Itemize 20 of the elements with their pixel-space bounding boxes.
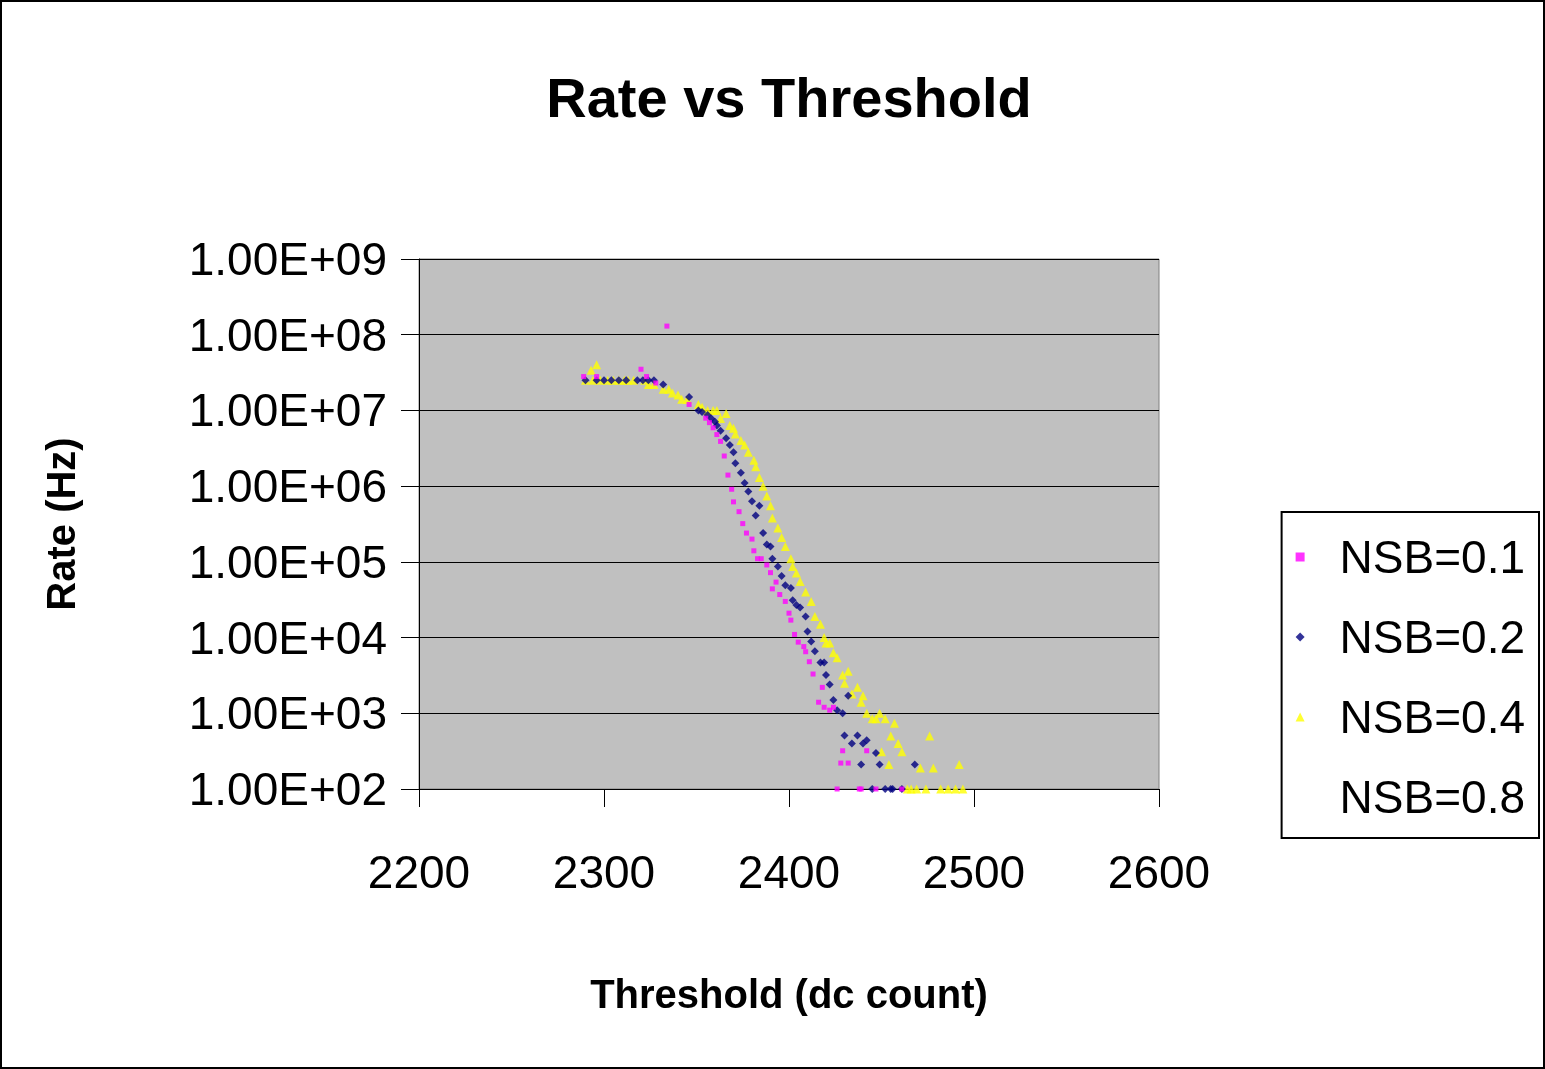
x-axis-title: Threshold (dc count) <box>590 972 988 1016</box>
legend-label: NSB=0.1 <box>1339 531 1526 583</box>
x-tick-label: 2400 <box>737 846 841 898</box>
text: NSB=0.8 <box>1339 771 1526 823</box>
y-tick-label: 1.00E+07 <box>188 384 387 437</box>
chart-title: Rate vs Threshold <box>546 65 1032 129</box>
y-tick-label: 1.00E+09 <box>188 233 387 285</box>
y-tick-label: 1.00E+04 <box>188 611 387 664</box>
y-tick-label: 1.00E+03 <box>188 687 387 740</box>
y-tick-label: 1.00E+06 <box>188 460 387 513</box>
legend-label: NSB=0.4 <box>1339 691 1526 743</box>
x-tick-label: 2600 <box>1107 846 1211 898</box>
x-tick-label: 2500 <box>922 846 1026 898</box>
x-tick-label: 2200 <box>367 846 471 898</box>
y-tick-label: 1.00E+08 <box>188 308 387 361</box>
y-tick-label: 1.00E+05 <box>188 535 387 588</box>
x-tick-label: 2300 <box>552 846 656 898</box>
y-tick-label: 1.00E+02 <box>188 763 387 815</box>
legend-label: NSB=0.2 <box>1339 611 1526 663</box>
y-axis-title: Rate (Hz) <box>39 437 83 611</box>
